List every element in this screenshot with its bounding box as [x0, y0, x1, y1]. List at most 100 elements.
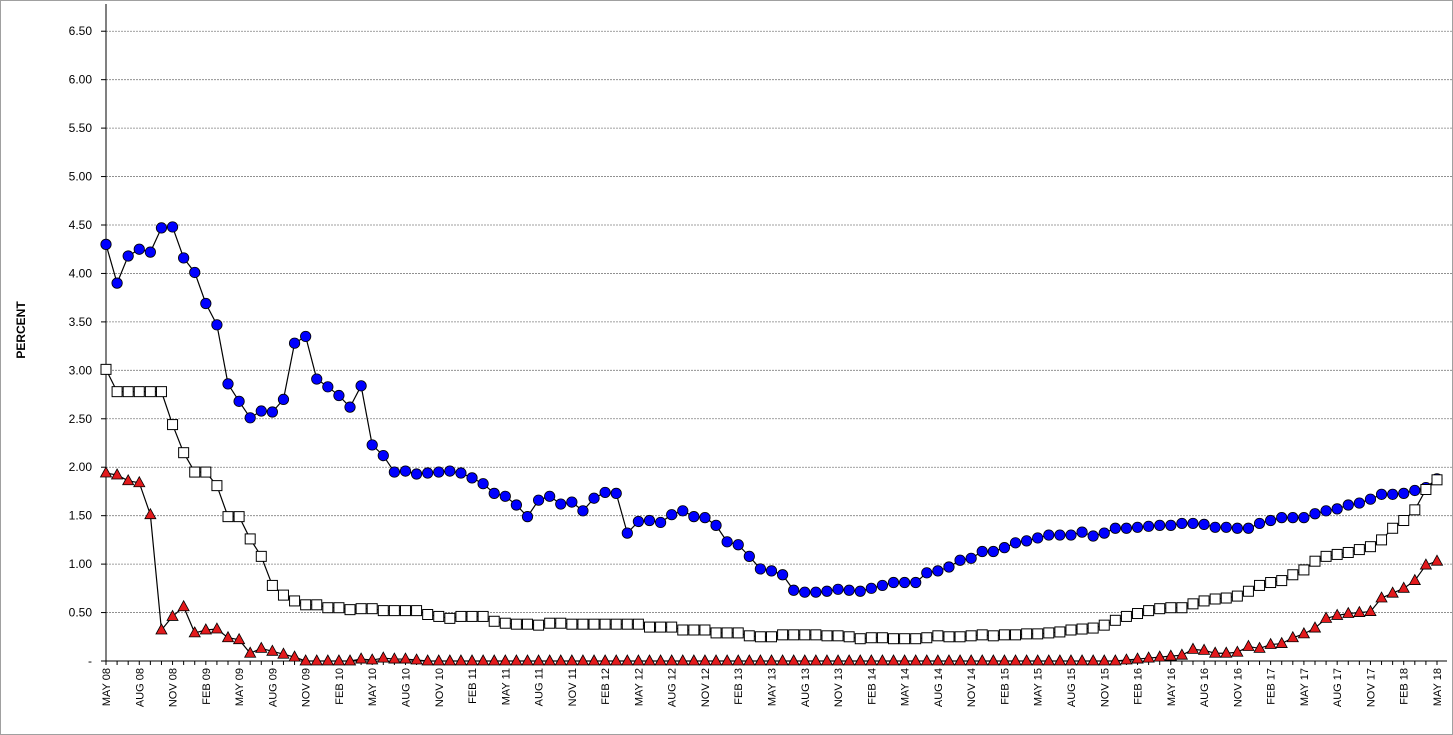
y-tick-label: 3.50: [69, 315, 93, 329]
point: [488, 654, 501, 666]
point: [1298, 512, 1310, 524]
point: [266, 406, 278, 418]
point: [532, 654, 545, 666]
point: [454, 654, 468, 666]
point: [688, 624, 700, 636]
y-tick-label: -: [88, 654, 92, 668]
point: [987, 654, 1000, 666]
point: [1387, 522, 1399, 534]
point: [333, 389, 345, 402]
point: [155, 222, 168, 234]
point: [954, 631, 966, 643]
point: [533, 619, 545, 631]
point: [111, 277, 123, 289]
point: [1142, 651, 1155, 663]
point: [310, 654, 323, 666]
point: [910, 633, 922, 645]
point: [798, 654, 811, 666]
point: [100, 363, 112, 375]
point: [809, 654, 823, 666]
point: [1309, 508, 1321, 520]
point: [1276, 512, 1288, 524]
point: [643, 621, 655, 633]
x-tick-label: NOV 14: [966, 668, 978, 707]
point: [766, 631, 777, 643]
point: [721, 627, 733, 639]
point: [1253, 517, 1266, 530]
point: [311, 599, 323, 611]
point: [532, 494, 545, 506]
point: [843, 631, 855, 643]
x-tick-label: AUG 08: [134, 668, 146, 707]
point: [1420, 484, 1432, 496]
point: [920, 654, 933, 666]
point: [255, 405, 267, 417]
point: [898, 576, 911, 589]
point: [932, 565, 944, 577]
point: [155, 386, 167, 398]
x-tick-label: MAY 10: [367, 668, 379, 706]
point: [865, 582, 877, 594]
x-tick-label: MAY 12: [633, 668, 645, 706]
point: [621, 527, 633, 539]
point: [1020, 654, 1033, 666]
point: [732, 654, 745, 666]
point: [1076, 623, 1088, 635]
point: [221, 630, 235, 643]
point: [199, 623, 213, 635]
y-tick-label: 4.00: [69, 266, 93, 280]
point: [1109, 614, 1121, 626]
point: [1175, 648, 1189, 660]
point: [388, 652, 401, 664]
point: [1308, 621, 1322, 633]
x-tick-label: AUG 14: [933, 668, 945, 707]
point: [821, 630, 833, 642]
point: [799, 586, 811, 598]
point: [1353, 605, 1366, 617]
x-tick-label: NOV 13: [833, 668, 845, 707]
point: [255, 641, 268, 653]
point: [632, 654, 645, 666]
point: [1342, 546, 1354, 558]
point: [1154, 603, 1166, 615]
point: [1275, 636, 1288, 648]
x-tick-label: FEB 11: [467, 668, 479, 704]
point: [144, 246, 156, 258]
point: [366, 653, 379, 665]
x-tick-label: MAY 17: [1299, 668, 1311, 706]
point: [843, 584, 855, 596]
point: [1043, 627, 1055, 639]
point: [443, 654, 457, 666]
point: [510, 618, 522, 630]
point: [122, 386, 134, 398]
point: [788, 584, 800, 596]
point: [366, 439, 378, 451]
point: [1098, 527, 1110, 539]
point: [1209, 593, 1221, 605]
point: [1054, 626, 1066, 638]
point: [277, 647, 290, 659]
point: [355, 380, 367, 392]
point: [931, 654, 945, 666]
x-tick-label: NOV 16: [1232, 668, 1244, 707]
point: [432, 654, 445, 666]
point: [831, 654, 845, 666]
point: [1165, 602, 1177, 614]
x-tick-label: AUG 11: [534, 668, 546, 706]
point: [210, 622, 224, 634]
point: [410, 653, 423, 665]
point: [110, 468, 124, 480]
point: [444, 612, 456, 624]
point: [610, 618, 622, 630]
point: [111, 386, 123, 398]
point: [555, 617, 567, 629]
x-tick-label: FEB 18: [1399, 668, 1411, 705]
point: [743, 630, 755, 642]
point: [433, 610, 445, 622]
point: [832, 630, 844, 642]
point: [178, 252, 190, 264]
point: [1186, 642, 1200, 654]
point: [998, 654, 1011, 666]
point: [842, 654, 856, 666]
point: [1220, 646, 1233, 658]
